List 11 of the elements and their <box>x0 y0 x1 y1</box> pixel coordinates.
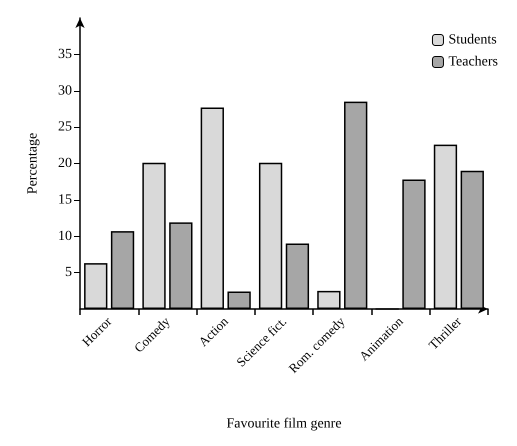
y-tick-label: 25 <box>58 120 72 135</box>
y-tick-label: 30 <box>58 83 72 98</box>
y-tick-label: 5 <box>65 265 72 280</box>
legend-label: Teachers <box>448 54 498 70</box>
y-tick-label: 15 <box>58 192 72 208</box>
x-axis-title: Favourite film genre <box>226 416 342 432</box>
y-axis-title: Percentage <box>26 132 40 194</box>
y-tick-label: 20 <box>58 156 72 171</box>
y-tick-label: 10 <box>58 228 72 244</box>
legend-label: Students <box>448 32 497 48</box>
y-tick-label: 35 <box>58 46 72 62</box>
